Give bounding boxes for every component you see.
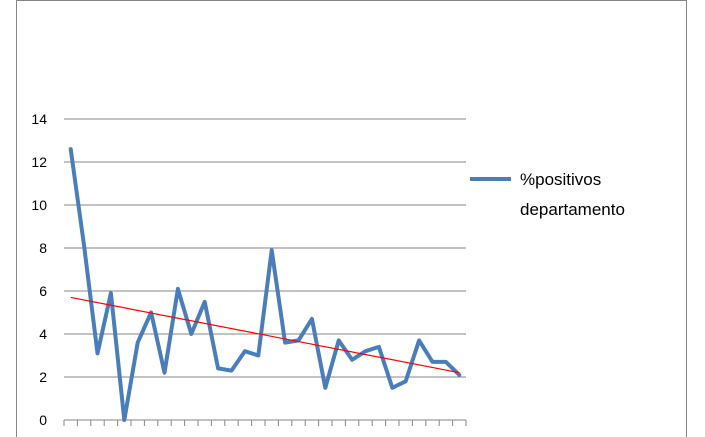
legend-label-line2: departamento [520,200,625,219]
y-tick-label: 0 [39,412,47,428]
legend-label-line1: %positivos [520,170,601,189]
series-layer [68,147,462,422]
y-tick-label: 6 [39,283,47,299]
y-tick-label: 4 [39,326,47,342]
gridlines [64,118,466,378]
series-line [68,147,462,422]
legend: %positivos departamento [470,170,625,219]
y-tick-label: 8 [39,240,47,256]
y-tick-label: 14 [31,111,47,127]
y-axis-tick-labels: 0 2 4 6 8 10 12 14 [31,111,47,428]
trendline [70,296,460,374]
y-tick-label: 10 [31,197,47,213]
x-axis [63,419,467,426]
chart-frame [16,0,687,437]
y-tick-label: 2 [39,369,47,385]
y-tick-label: 12 [31,154,47,170]
